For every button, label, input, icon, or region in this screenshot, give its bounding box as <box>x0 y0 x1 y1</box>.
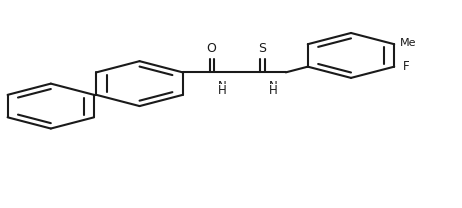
Text: F: F <box>402 60 409 73</box>
Text: Me: Me <box>400 38 416 48</box>
Text: O: O <box>206 42 216 55</box>
Text: N: N <box>269 80 278 93</box>
Text: N: N <box>218 80 227 93</box>
Text: H: H <box>269 84 278 98</box>
Text: H: H <box>218 84 227 98</box>
Text: S: S <box>258 42 266 55</box>
